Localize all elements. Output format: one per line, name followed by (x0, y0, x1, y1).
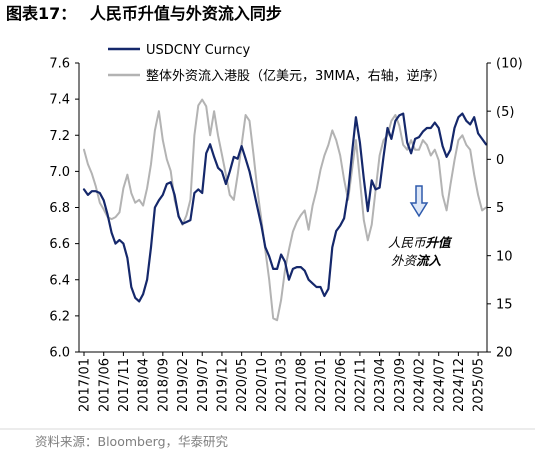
legend-label-usdcny: USDCNY Curncy (146, 43, 250, 58)
x-axis-tick-label: 2018/09 (156, 358, 171, 412)
y-axis-tick-label: 6.0 (49, 346, 70, 361)
plot-area: 6.0 6.2 6.4 6.6 6.8 7.0 7.2 7.4 7.6 (10) (5) 0 5 10 15… (49, 57, 522, 412)
x-axis-tick-label: 2024/02 (413, 358, 428, 412)
y-axis-tick-label: 7.0 (49, 165, 70, 180)
y2-axis-tick-label: 10 (496, 249, 513, 264)
x-axis-tick-label: 2022/11 (353, 358, 368, 412)
x-axis-tick-label: 2017/01 (78, 358, 93, 412)
figure-label: 图表17： (6, 4, 76, 23)
x-axis-tick-label: 2019/02 (176, 358, 191, 412)
usdcny-series-line (82, 112, 488, 303)
y2-axis-tick-label: 5 (496, 201, 504, 216)
x-axis-tick-label: 2019/12 (216, 358, 231, 412)
y2-axis-tick-label: (10) (496, 57, 523, 72)
x-axis-tick-label: 2023/09 (393, 358, 408, 412)
x-axis-tick-label: 2025/05 (472, 358, 487, 412)
x-axis-tick-label: 2018/04 (137, 358, 152, 412)
y2-axis-tick-label: 15 (496, 297, 513, 312)
y2-axis-tick-label: (5) (496, 105, 514, 120)
x-axis-tick-label: 2017/11 (117, 358, 132, 412)
hk-inflow-series-line (83, 98, 487, 322)
y-axis-tick-label: 7.4 (49, 93, 70, 108)
annotation: 人民币升值 外资流入 (388, 185, 453, 268)
y2-axis-tick-label: 0 (496, 153, 504, 168)
down-arrow-icon (409, 185, 429, 218)
y-axis-tick-label: 6.4 (49, 273, 70, 288)
ticks-layer: 6.0 6.2 6.4 6.6 6.8 7.0 7.2 7.4 7.6 (10) (5) 0 5 10 15… (49, 57, 522, 412)
y-axis-tick-label: 6.2 (49, 309, 70, 324)
figure-title: 图表17： 人民币升值与外资流入同步 (6, 4, 282, 23)
x-axis-tick-label: 2020/05 (235, 358, 250, 412)
y-axis-tick-label: 6.8 (49, 201, 70, 216)
x-axis-tick-label: 2019/07 (196, 358, 211, 412)
legend-label-inflow: 整体外资流入港股（亿美元，3MMA，右轴，逆序） (146, 68, 446, 84)
x-axis-tick-label: 2020/10 (255, 358, 270, 412)
annotation-line-1-regular: 人民币 (388, 235, 427, 250)
x-axis-tick-label: 2022/06 (334, 358, 349, 412)
x-axis-tick-label: 2021/03 (275, 358, 290, 412)
x-axis-tick-label: 2024/12 (452, 358, 467, 412)
legend: USDCNY Curncy 整体外资流入港股（亿美元，3MMA，右轴，逆序） (108, 43, 446, 84)
source-note: 资料来源：Bloomberg，华泰研究 (35, 434, 228, 449)
y2-axis-tick-label: 20 (496, 346, 513, 361)
annotation-line-1: 人民币升值 (388, 235, 453, 250)
chart-title: 人民币升值与外资流入同步 (90, 4, 282, 23)
x-axis-tick-label: 2017/06 (97, 358, 112, 412)
x-axis-tick-label: 2021/08 (294, 358, 309, 412)
x-axis-tick-label: 2023/04 (373, 358, 388, 412)
y-axis-tick-label: 6.6 (49, 237, 70, 252)
annotation-line-2-regular: 外资 (391, 253, 418, 268)
series-layer (82, 98, 488, 322)
x-axis-tick-label: 2022/01 (314, 358, 329, 412)
annotation-line-2: 外资流入 (391, 253, 442, 268)
y-axis-tick-label: 7.6 (49, 57, 70, 72)
annotation-line-1-bold: 升值 (425, 235, 454, 250)
x-axis-tick-label: 2024/07 (432, 358, 447, 412)
annotation-line-2-bold: 流入 (416, 253, 442, 268)
y-axis-tick-label: 7.2 (49, 129, 70, 144)
